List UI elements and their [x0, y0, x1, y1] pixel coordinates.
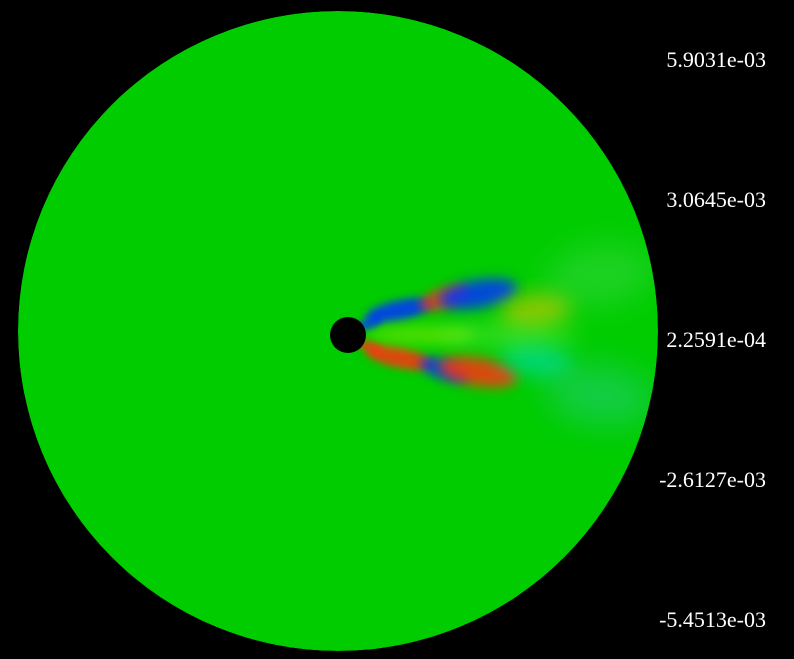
domain-disc	[18, 11, 659, 651]
colorbar-tick-label: -2.6127e-03	[659, 467, 766, 493]
wake-blob	[440, 323, 580, 347]
colorbar-tick-label: 2.2591e-04	[666, 327, 766, 353]
colorbar-tick-label: -5.4513e-03	[659, 607, 766, 633]
colorbar-tick-label: 3.0645e-03	[666, 187, 766, 213]
colorbar-tick-label: 5.9031e-03	[666, 47, 766, 73]
cylinder-hole	[330, 317, 366, 353]
